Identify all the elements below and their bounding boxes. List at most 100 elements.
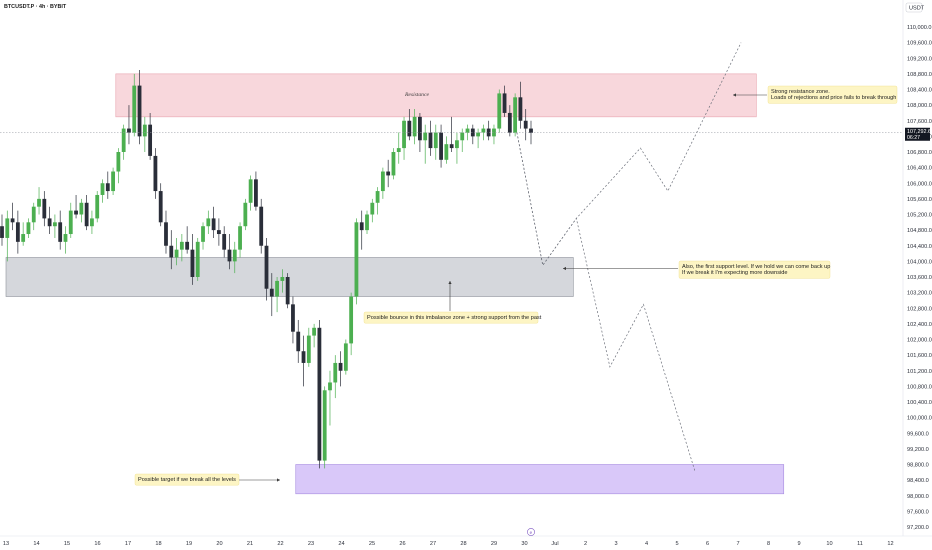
candle-body [74,210,78,215]
candle [58,210,63,250]
candle [343,339,348,375]
candle [455,132,459,164]
event-icon[interactable] [527,528,535,536]
candle [502,85,507,117]
candle-body [513,97,518,133]
candle-body [285,277,290,305]
y-tick-label: 108,000.0 [907,103,932,109]
candle-body [486,128,491,137]
candle [349,292,354,356]
y-tick-label: 109,200.0 [907,56,932,62]
symbol-title[interactable]: BTCUSDT.P · 4h · BYBIT [4,4,67,10]
candle-body [42,198,47,219]
candle [15,210,20,254]
candle [470,124,475,145]
candle [216,218,221,246]
candle-body [63,234,68,242]
candle-body [502,93,507,113]
support-note-text: Also, the first support level. If we hol… [682,264,830,270]
candle-body [206,218,211,227]
annotation-layer: Resistance Strong resistance zone.Loads o… [134,85,898,486]
candles-layer [0,69,533,469]
x-tick-label: 7 [736,541,739,547]
candle [338,351,343,387]
target-zone[interactable] [295,464,785,495]
resistance-note[interactable]: Strong resistance zone.Loads of rejectio… [767,85,898,104]
support-note[interactable]: Also, the first support level. If we hol… [678,260,830,279]
price-axis[interactable] [903,0,932,550]
candle-body [439,132,443,160]
bounce-note[interactable]: Possible bounce in this imbalance zone +… [363,311,542,324]
x-tick-label: 18 [155,541,161,547]
candle [497,89,502,133]
candle-body [179,241,184,250]
candle [227,234,232,270]
y-tick-label: 105,600.0 [907,197,932,203]
candle-body [507,112,512,133]
resistance-label: Resistance [404,92,429,98]
x-tick-label: 16 [94,541,100,547]
candle-body [460,132,465,141]
candle-body [137,85,142,137]
candle [90,210,94,235]
y-tick-label: 103,600.0 [907,275,932,281]
bounce-note-arrowhead [448,281,452,284]
candle [439,124,443,168]
y-tick-label: 98,400.0 [907,478,929,484]
bounce-note-text: Possible bounce in this imbalance zone +… [367,315,542,321]
candle [190,234,195,285]
x-tick-label: 19 [186,541,192,547]
currency-badge[interactable] [905,2,923,13]
candle-body [343,343,348,371]
y-tick-label: 109,600.0 [907,41,932,47]
candle [285,273,290,309]
y-tick-label: 108,400.0 [907,88,932,94]
candle [63,226,68,254]
candle [375,187,380,215]
candle [301,335,306,387]
candle-body [238,226,242,250]
candle-body [116,152,121,172]
candle [449,116,454,152]
imbalance-zone[interactable] [5,257,574,297]
candle-body [190,249,195,277]
bearish-path[interactable] [516,132,696,473]
y-tick-label: 98,800.0 [907,463,929,469]
candle-body [132,85,137,133]
target-note-arrowhead [277,478,280,482]
target-note[interactable]: Possible target if we break all the leve… [134,473,240,486]
candle-body [222,234,227,250]
y-tick-label: 102,000.0 [907,338,932,344]
candle-body [21,234,26,242]
candle-body [79,202,84,215]
candle-body [169,245,174,258]
resistance-note-text: Strong resistance zone. [771,89,830,95]
candle-body [391,152,396,176]
candle [21,222,26,246]
candle [354,218,359,305]
y-tick-label: 110,000.0 [907,25,931,31]
candle [84,194,89,231]
candle [492,124,496,145]
candle [68,202,73,238]
candle-body [375,191,380,203]
candle [185,226,190,254]
y-tick-label: 106,000.0 [907,181,932,187]
candle [402,116,406,160]
candle [47,206,52,235]
candle [201,222,205,250]
candle [164,210,168,254]
candle [291,296,295,344]
resistance-zone[interactable] [115,73,757,118]
x-tick-label: 29 [491,541,497,547]
candle [269,273,274,317]
y-tick-label: 102,800.0 [907,306,932,312]
candle [428,120,433,156]
x-tick-label: 23 [308,541,314,547]
candle [465,124,470,141]
candle [142,116,147,152]
price-badge: 107,292.6 06:27 [905,127,931,141]
candle-body [264,245,269,289]
x-tick-label: 30 [521,541,527,547]
